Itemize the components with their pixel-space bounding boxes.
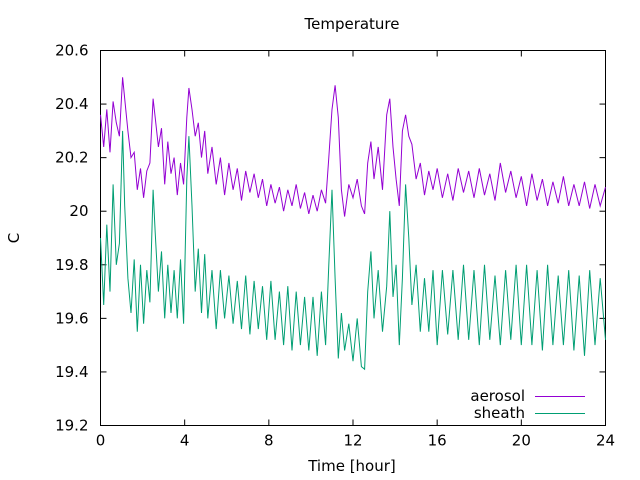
legend-label-aerosol: aerosol	[470, 387, 525, 405]
legend: aerosol sheath	[470, 387, 585, 422]
series-layer	[100, 77, 606, 371]
x-tick-label: 0	[96, 432, 106, 450]
y-tick-label: 20	[69, 202, 88, 220]
x-tick-label: 12	[343, 432, 362, 450]
x-tick-label: 20	[512, 432, 531, 450]
chart-title: Temperature	[303, 15, 399, 33]
plot-frame	[100, 50, 606, 426]
y-tick-label: 19.8	[55, 256, 88, 274]
y-axis-label: C	[5, 233, 23, 243]
x-tick-label: 8	[264, 432, 274, 450]
x-tick-label: 16	[428, 432, 447, 450]
x-axis: 0 4 8 12 16 20 24	[96, 50, 615, 450]
x-tick-label: 4	[180, 432, 190, 450]
y-tick-label: 19.2	[55, 417, 88, 435]
y-tick-label: 19.4	[55, 363, 88, 381]
y-tick-label: 20.4	[55, 95, 88, 113]
x-tick-label: 24	[596, 432, 615, 450]
series-line-sheath	[100, 130, 606, 371]
y-tick-label: 20.6	[55, 42, 88, 60]
y-tick-label: 20.2	[55, 149, 88, 167]
y-axis: 19.2 19.4 19.6 19.8 20 20.2 20.4 20.6	[55, 42, 606, 435]
y-tick-label: 19.6	[55, 309, 88, 327]
x-axis-label: Time [hour]	[307, 457, 396, 475]
series-line-aerosol	[100, 77, 606, 217]
legend-label-sheath: sheath	[474, 404, 525, 422]
